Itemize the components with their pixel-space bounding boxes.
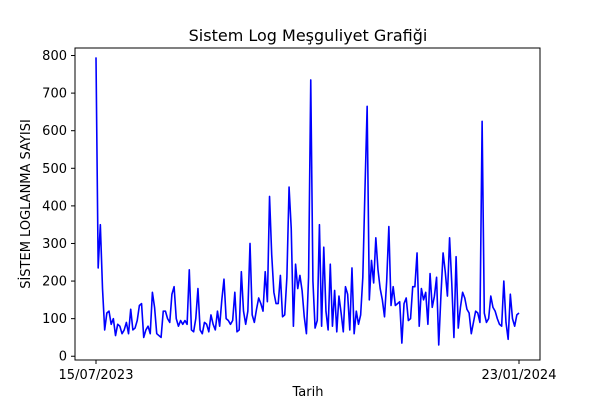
plot-area: 0 100 200 300 400 500 600 700 800 15/07/2023 23/0… — [42, 47, 557, 383]
y-tick-label: 500 — [42, 162, 67, 177]
chart-title: Sistem Log Meşguliyet Grafiği — [189, 26, 428, 45]
y-axis-ticks: 0 100 200 300 400 500 600 700 800 — [42, 49, 75, 365]
x-axis-label: Tarih — [292, 385, 324, 400]
x-tick-label: 15/07/2023 — [59, 368, 134, 383]
y-tick-label: 100 — [42, 312, 67, 327]
y-tick-label: 700 — [42, 87, 67, 102]
y-axis-label: SİSTEM LOGLANMA SAYISI — [18, 119, 34, 289]
x-tick-label: 23/01/2024 — [482, 368, 557, 383]
axes-frame — [74, 47, 541, 361]
y-tick-label: 800 — [42, 49, 67, 64]
series-layer — [95, 57, 520, 346]
series-line — [95, 57, 520, 346]
y-tick-label: 400 — [42, 199, 67, 214]
y-tick-label: 600 — [42, 124, 67, 139]
x-axis-ticks: 15/07/2023 23/01/2024 — [59, 360, 557, 383]
y-tick-label: 0 — [59, 350, 67, 365]
y-tick-label: 200 — [42, 275, 67, 290]
y-tick-label: 300 — [42, 237, 67, 252]
